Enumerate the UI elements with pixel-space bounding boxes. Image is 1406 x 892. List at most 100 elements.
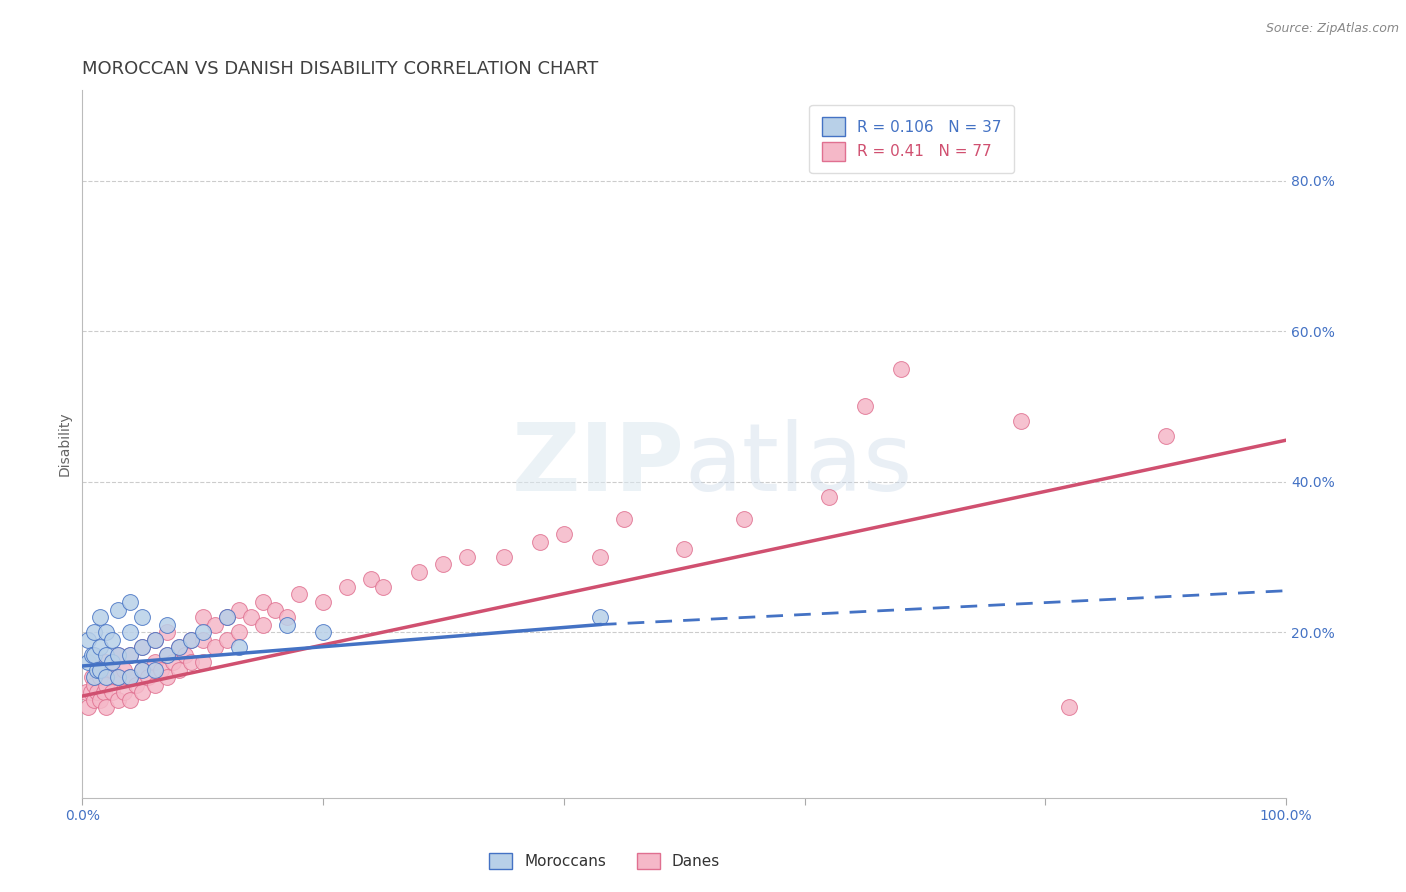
Point: [155, 670, 177, 684]
Point: [673, 542, 696, 557]
Point: [96, 655, 118, 669]
Point: [89, 663, 111, 677]
Point: [77, 655, 100, 669]
Point: [143, 632, 166, 647]
Point: [83, 670, 105, 684]
Legend: Moroccans, Danes: Moroccans, Danes: [484, 847, 725, 875]
Point: [228, 602, 250, 616]
Point: [191, 625, 214, 640]
Point: [1010, 414, 1032, 428]
Point: [529, 534, 551, 549]
Point: [312, 625, 335, 640]
Point: [120, 693, 142, 707]
Point: [288, 587, 311, 601]
Point: [215, 610, 238, 624]
Point: [77, 632, 100, 647]
Point: [204, 617, 226, 632]
Point: [373, 580, 395, 594]
Point: [80, 685, 103, 699]
Point: [191, 655, 214, 669]
Point: [107, 648, 129, 662]
Point: [131, 663, 153, 677]
Point: [138, 670, 160, 684]
Point: [173, 648, 195, 662]
Point: [589, 610, 612, 624]
Point: [733, 512, 755, 526]
Point: [167, 640, 190, 655]
Point: [155, 648, 177, 662]
Point: [162, 655, 184, 669]
Point: [120, 670, 142, 684]
Point: [89, 693, 111, 707]
Point: [204, 640, 226, 655]
Point: [107, 670, 129, 684]
Point: [112, 685, 135, 699]
Point: [107, 602, 129, 616]
Point: [125, 678, 148, 692]
Point: [228, 625, 250, 640]
Point: [120, 648, 142, 662]
Point: [89, 670, 111, 684]
Text: MOROCCAN VS DANISH DISABILITY CORRELATION CHART: MOROCCAN VS DANISH DISABILITY CORRELATIO…: [83, 60, 599, 78]
Point: [276, 617, 298, 632]
Point: [336, 580, 359, 594]
Point: [86, 685, 108, 699]
Point: [131, 640, 153, 655]
Point: [239, 610, 262, 624]
Point: [96, 648, 118, 662]
Point: [131, 663, 153, 677]
Point: [1059, 700, 1081, 714]
Point: [180, 655, 202, 669]
Y-axis label: Disability: Disability: [58, 412, 72, 476]
Point: [120, 595, 142, 609]
Point: [312, 595, 335, 609]
Point: [149, 663, 172, 677]
Point: [75, 685, 97, 699]
Point: [155, 648, 177, 662]
Point: [432, 558, 454, 572]
Point: [120, 648, 142, 662]
Point: [817, 490, 839, 504]
Point: [101, 632, 124, 647]
Point: [613, 512, 636, 526]
Point: [86, 663, 108, 677]
Point: [107, 670, 129, 684]
Point: [93, 685, 115, 699]
Point: [101, 655, 124, 669]
Point: [890, 361, 912, 376]
Point: [107, 693, 129, 707]
Point: [215, 632, 238, 647]
Point: [167, 640, 190, 655]
Point: [252, 595, 274, 609]
Point: [112, 663, 135, 677]
Point: [155, 617, 177, 632]
Point: [180, 632, 202, 647]
Point: [1154, 429, 1177, 443]
Point: [80, 670, 103, 684]
Point: [155, 625, 177, 640]
Point: [83, 693, 105, 707]
Point: [131, 685, 153, 699]
Point: [853, 400, 876, 414]
Point: [120, 625, 142, 640]
Text: ZIP: ZIP: [512, 419, 685, 511]
Point: [228, 640, 250, 655]
Point: [143, 678, 166, 692]
Point: [96, 625, 118, 640]
Point: [101, 685, 124, 699]
Point: [120, 670, 142, 684]
Point: [107, 648, 129, 662]
Point: [96, 670, 118, 684]
Point: [83, 648, 105, 662]
Point: [89, 640, 111, 655]
Point: [276, 610, 298, 624]
Point: [360, 573, 382, 587]
Point: [143, 655, 166, 669]
Point: [89, 610, 111, 624]
Text: atlas: atlas: [685, 419, 912, 511]
Point: [191, 632, 214, 647]
Point: [77, 700, 100, 714]
Point: [492, 549, 515, 564]
Point: [83, 625, 105, 640]
Point: [143, 632, 166, 647]
